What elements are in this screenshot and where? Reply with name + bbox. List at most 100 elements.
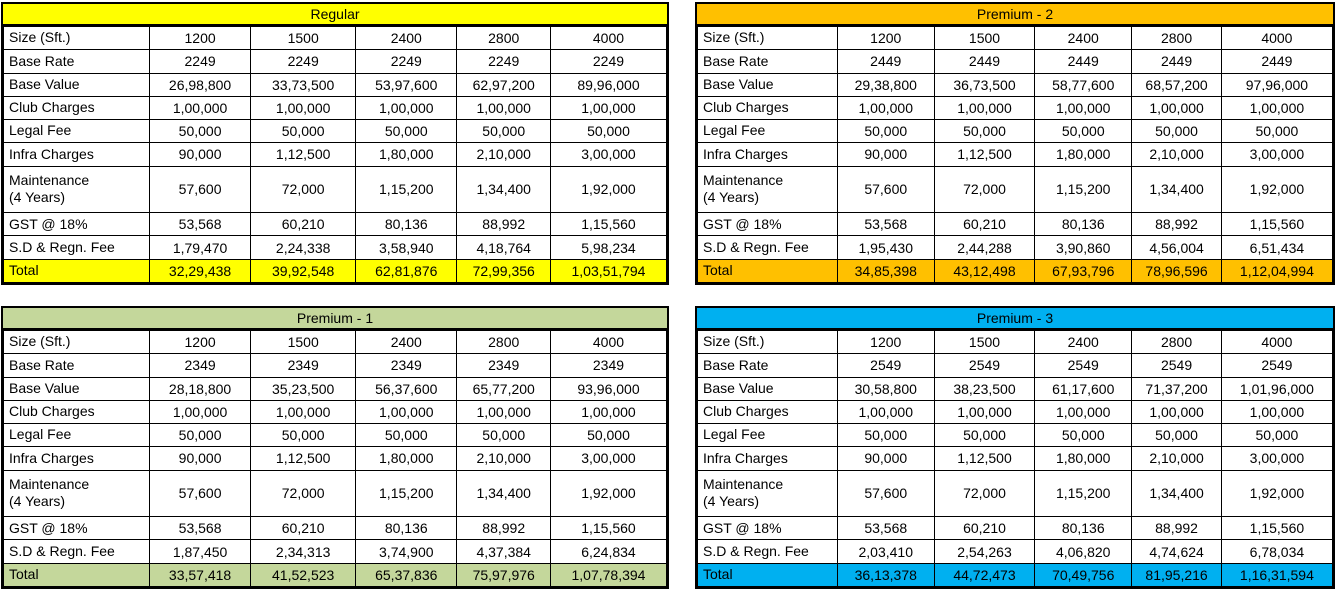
cell-value: 50,000 [1220,423,1334,448]
cell-value: 4000 [549,329,668,355]
cell-value: 57,600 [836,165,935,214]
cell-value: 1,00,000 [148,399,252,425]
cell-value: 1,92,000 [549,165,668,214]
cell-value: 60,210 [250,516,357,541]
cell-value: 1,00,000 [836,399,935,425]
cell-value: 1200 [148,25,252,51]
cell-value: 1,79,470 [148,235,252,260]
cell-value: 2349 [148,353,252,378]
cell-value: 50,000 [1131,423,1222,448]
table-row: Legal Fee 50,000 50,000 50,000 50,000 50,000 [697,119,1334,144]
price-table-card: Premium - 1 Size (Sft.) 1200 1500 2400 2800 4… [1,306,669,589]
row-label: GST @ 18% [3,212,150,237]
cell-value: 4,56,004 [1131,235,1222,260]
cell-value: 1,34,400 [456,165,551,214]
cell-value: 3,58,940 [355,235,458,260]
cell-value: 50,000 [1034,119,1133,144]
cell-value: 1,34,400 [456,469,551,518]
cell-value: 2349 [456,353,551,378]
cell-value: 2249 [355,49,458,74]
row-label: GST @ 18% [697,516,838,541]
table-row: Size (Sft.) 1200 1500 2400 2800 4000 [697,329,1334,355]
table-row: GST @ 18% 53,568 60,210 80,136 88,992 1,15,56… [697,212,1334,237]
cell-value: 1,15,200 [1034,165,1133,214]
cell-value: 50,000 [456,423,551,448]
row-label: Maintenance (4 Years) [3,165,150,214]
cell-value: 38,23,500 [933,376,1036,401]
cell-value: 36,73,500 [933,72,1036,97]
cell-value: 60,210 [933,516,1036,541]
cell-value: 93,96,000 [549,376,668,401]
cell-value: 65,37,836 [355,562,458,588]
cell-value: 1,15,200 [1034,469,1133,518]
cell-value: 50,000 [250,119,357,144]
cell-value: 50,000 [1034,423,1133,448]
cell-value: 62,97,200 [456,72,551,97]
row-label: Base Rate [3,49,150,74]
row-label: Size (Sft.) [3,329,150,355]
table-row: Infra Charges 90,000 1,12,500 1,80,000 2,10,… [697,142,1334,167]
cell-value: 5,98,234 [549,235,668,260]
row-label: Total [697,562,838,588]
table-row: Base Value 30,58,800 38,23,500 61,17,600 71,… [697,376,1334,401]
cell-value: 1,34,400 [1131,469,1222,518]
cell-value: 70,49,756 [1034,562,1133,588]
row-label: Size (Sft.) [697,329,838,355]
cell-value: 6,78,034 [1220,539,1334,564]
cell-value: 2800 [1131,25,1222,51]
table-row: Legal Fee 50,000 50,000 50,000 50,000 50,000 [3,423,668,448]
cell-value: 1,92,000 [549,469,668,518]
cell-value: 1,00,000 [549,399,668,425]
cell-value: 6,51,434 [1220,235,1334,260]
table-row: Base Rate 2249 2249 2249 2249 2249 [3,49,668,74]
row-label: Legal Fee [3,119,150,144]
cell-value: 50,000 [250,423,357,448]
cell-value: 4,37,384 [456,539,551,564]
table-row: Legal Fee 50,000 50,000 50,000 50,000 50,000 [3,119,668,144]
table-row: Infra Charges 90,000 1,12,500 1,80,000 2,10,… [3,446,668,471]
table-row: Club Charges 1,00,000 1,00,000 1,00,000 1,00… [697,95,1334,121]
row-label: Size (Sft.) [3,25,150,51]
cell-value: 4000 [1220,329,1334,355]
cell-value: 1,15,560 [1220,516,1334,541]
cell-value: 53,97,600 [355,72,458,97]
table-row: Size (Sft.) 1200 1500 2400 2800 4000 [697,25,1334,51]
cell-value: 2449 [836,49,935,74]
cell-value: 61,17,600 [1034,376,1133,401]
cell-value: 1,00,000 [355,399,458,425]
cell-value: 4,06,820 [1034,539,1133,564]
cell-value: 1,95,430 [836,235,935,260]
cell-value: 88,992 [1131,516,1222,541]
row-label: Club Charges [697,95,838,121]
cell-value: 2449 [1034,49,1133,74]
cell-value: 2549 [1034,353,1133,378]
cell-value: 1,03,51,794 [549,258,668,284]
cell-value: 1500 [933,329,1036,355]
table-rows: Size (Sft.) 1200 1500 2400 2800 4000 Base Rate… [697,329,1334,588]
cell-value: 1,00,000 [549,95,668,121]
cell-value: 1,00,000 [250,399,357,425]
cell-value: 53,568 [836,516,935,541]
cell-value: 72,000 [933,469,1036,518]
price-table-card: Premium - 3 Size (Sft.) 1200 1500 2400 2800 4… [695,306,1335,589]
table-row: S.D & Regn. Fee 1,79,470 2,24,338 3,58,940 4… [3,235,668,260]
table-row: Infra Charges 90,000 1,12,500 1,80,000 2,10,… [697,446,1334,471]
cell-value: 34,85,398 [836,258,935,284]
cell-value: 4,18,764 [456,235,551,260]
cell-value: 72,000 [250,165,357,214]
cell-value: 60,210 [933,212,1036,237]
table-row: Maintenance (4 Years) 57,600 72,000 1,15,20… [3,469,668,518]
cell-value: 2,10,000 [1131,446,1222,471]
cell-value: 1,15,200 [355,165,458,214]
table-row: Club Charges 1,00,000 1,00,000 1,00,000 1,00… [697,399,1334,425]
cell-value: 2,54,263 [933,539,1036,564]
cell-value: 1,15,560 [549,212,668,237]
cell-value: 3,00,000 [549,446,668,471]
row-label: Club Charges [697,399,838,425]
cell-value: 90,000 [148,446,252,471]
cell-value: 50,000 [1220,119,1334,144]
row-label: Total [3,562,150,588]
cell-value: 1,12,500 [933,142,1036,167]
cell-value: 1,01,96,000 [1220,376,1334,401]
cell-value: 89,96,000 [549,72,668,97]
